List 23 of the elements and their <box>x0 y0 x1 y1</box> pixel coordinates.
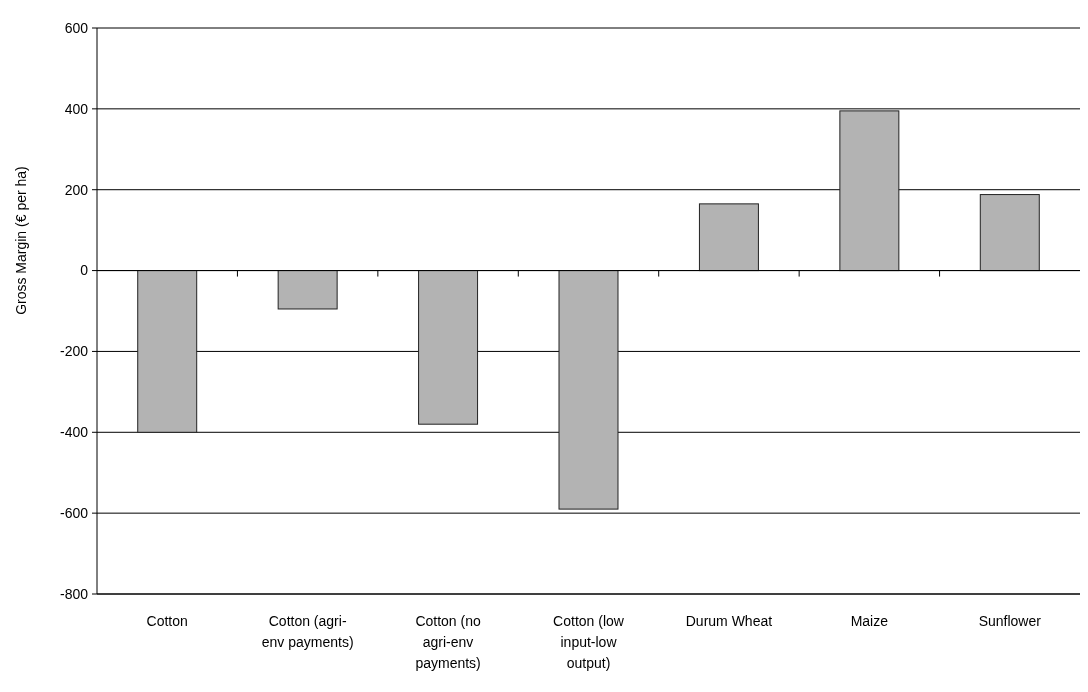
bar <box>558 270 619 510</box>
y-tick-label: -200 <box>59 343 89 360</box>
x-tick-label: Maize <box>850 613 889 629</box>
x-tick-label: Durum Wheat <box>685 613 773 629</box>
x-tick-label: Cotton (no agri-env payments) <box>415 613 481 671</box>
y-tick-label: 200 <box>64 181 89 198</box>
bar <box>137 270 198 433</box>
x-tick-label: Cotton (agri-env payments) <box>261 613 354 650</box>
bar <box>418 270 479 425</box>
x-tick-label: Cotton (low input-low output) <box>553 613 625 671</box>
y-tick-label: 600 <box>64 19 89 36</box>
x-tick-label: Sunflower <box>978 613 1042 629</box>
y-axis-title: Gross Margin (€ per ha) <box>13 166 29 315</box>
y-tick-label: -600 <box>59 505 89 522</box>
y-tick-label: -400 <box>59 424 89 441</box>
y-tick-label: 400 <box>64 100 89 117</box>
y-tick-label: 0 <box>80 262 89 279</box>
y-tick-label: -800 <box>59 585 89 602</box>
bar <box>979 194 1040 272</box>
bar <box>698 203 759 272</box>
bar <box>277 270 338 310</box>
x-tick-label: Cotton <box>146 613 188 629</box>
bar <box>839 110 900 272</box>
